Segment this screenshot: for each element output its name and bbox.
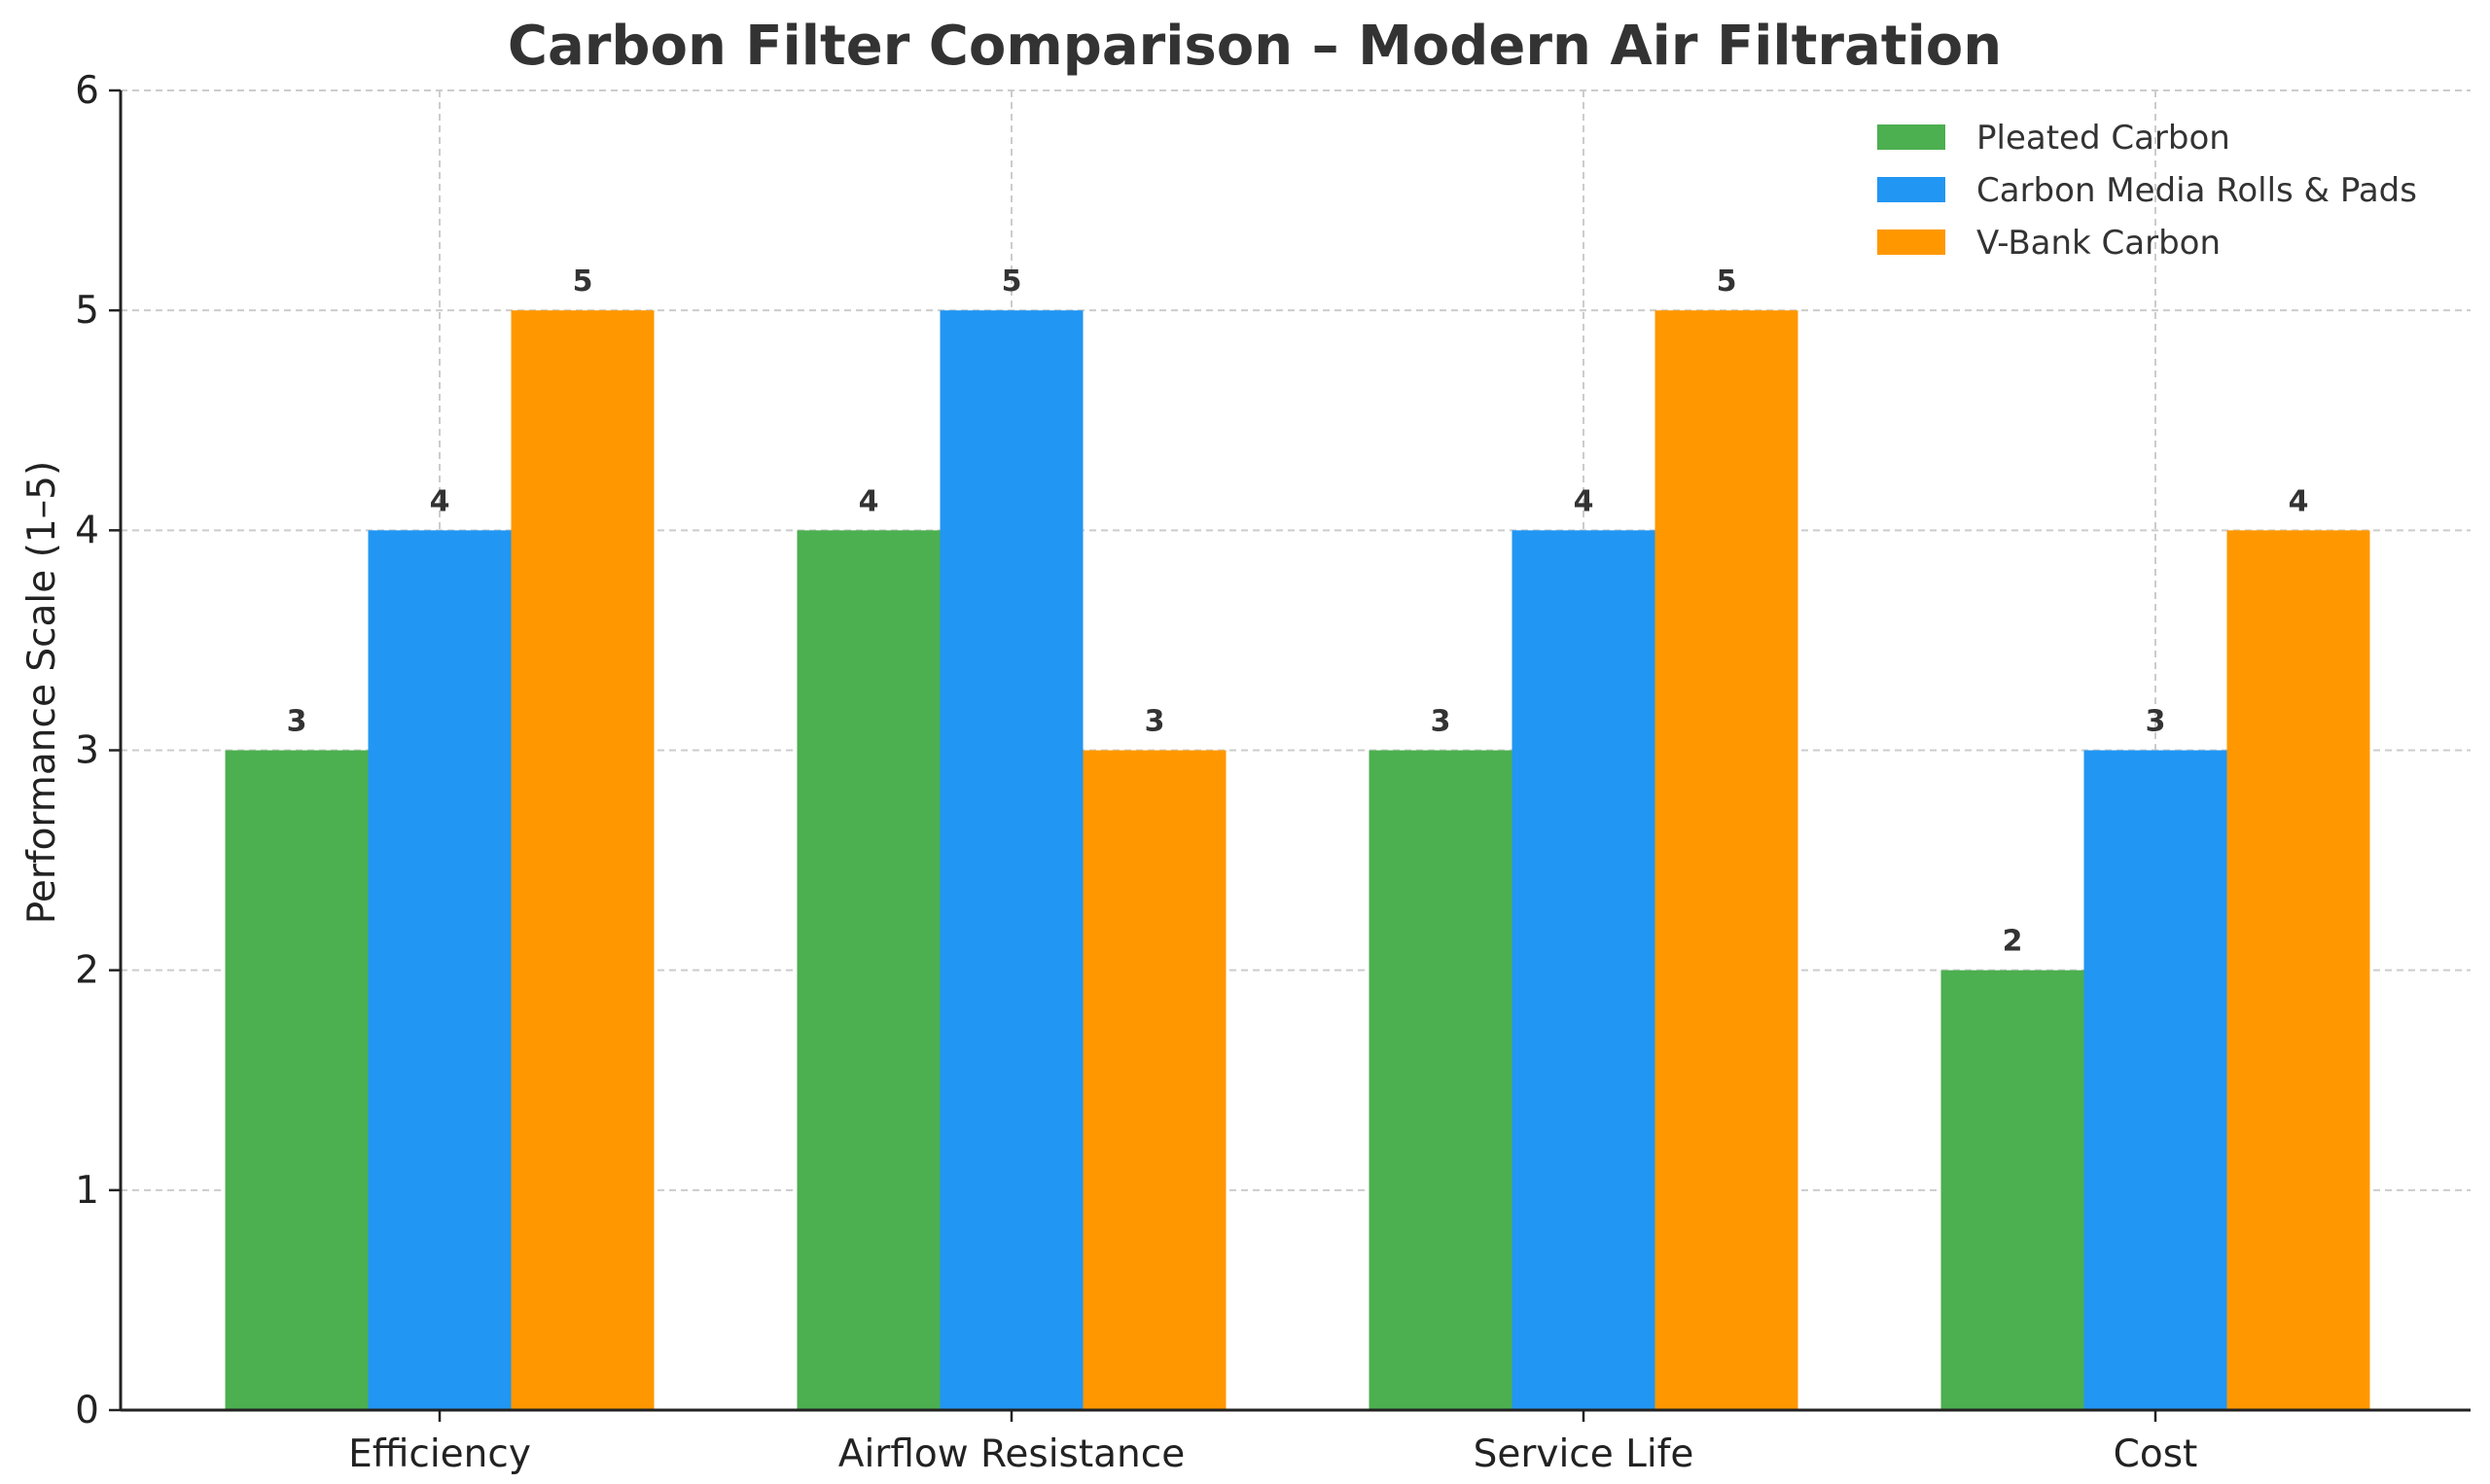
bar-value-label: 3 bbox=[287, 705, 307, 739]
bar-value-label: 4 bbox=[2289, 484, 2309, 518]
bar bbox=[2083, 750, 2227, 1410]
bar-value-label: 5 bbox=[1002, 265, 1022, 299]
bar bbox=[2226, 530, 2370, 1410]
bar-value-label: 5 bbox=[1717, 265, 1737, 299]
bar bbox=[1512, 530, 1655, 1410]
bar-value-label: 3 bbox=[1145, 705, 1165, 739]
legend-swatch bbox=[1877, 177, 1945, 202]
legend-label: Carbon Media Rolls & Pads bbox=[1976, 171, 2417, 210]
bar bbox=[1654, 310, 1798, 1411]
bar bbox=[368, 530, 512, 1410]
legend: Pleated Carbon Carbon Media Rolls & Pads V… bbox=[1877, 119, 2417, 263]
legend-swatch bbox=[1877, 230, 1945, 255]
labels-layer: 3 4 3 2 4 5 4 3 5 3 5 4 bbox=[287, 265, 2309, 959]
legend-label: Pleated Carbon bbox=[1976, 119, 2230, 158]
bars-layer bbox=[225, 310, 2370, 1411]
legend-swatch bbox=[1877, 124, 1945, 150]
y-tick-label: 5 bbox=[75, 289, 99, 333]
y-tick-label: 4 bbox=[75, 509, 99, 552]
x-tick-label: Efficiency bbox=[348, 1432, 531, 1476]
x-tick-label: Cost bbox=[2114, 1432, 2198, 1476]
bar bbox=[940, 310, 1084, 1411]
bar-value-label: 3 bbox=[1431, 705, 1451, 739]
bar-value-label: 3 bbox=[2146, 705, 2166, 739]
y-tick-label: 1 bbox=[75, 1169, 99, 1213]
bar bbox=[511, 310, 655, 1411]
bar bbox=[1940, 970, 2084, 1410]
y-tick-label: 3 bbox=[75, 729, 99, 773]
bar-value-label: 5 bbox=[573, 265, 593, 299]
bar-value-label: 2 bbox=[2003, 925, 2023, 959]
bar bbox=[1369, 750, 1512, 1410]
x-tick-label: Service Life bbox=[1474, 1432, 1694, 1476]
bar-value-label: 4 bbox=[859, 484, 879, 518]
bar bbox=[797, 530, 941, 1410]
bar bbox=[225, 750, 369, 1410]
y-axis-label: Performance Scale (1–5) bbox=[20, 461, 64, 924]
x-tick-label: Airflow Resistance bbox=[838, 1432, 1185, 1476]
legend-label: V-Bank Carbon bbox=[1976, 224, 2221, 263]
bar-value-label: 4 bbox=[1574, 484, 1594, 518]
chart-title: Carbon Filter Comparison – Modern Air Fi… bbox=[508, 15, 2002, 78]
y-tick-label: 2 bbox=[75, 949, 99, 993]
axes: 0 1 2 3 4 5 6 Efficiency Airflow Resistance Servi… bbox=[75, 69, 2471, 1476]
y-tick-label: 0 bbox=[75, 1389, 99, 1432]
bar-value-label: 4 bbox=[430, 484, 450, 518]
bar bbox=[1083, 750, 1227, 1410]
y-tick-label: 6 bbox=[75, 69, 99, 113]
